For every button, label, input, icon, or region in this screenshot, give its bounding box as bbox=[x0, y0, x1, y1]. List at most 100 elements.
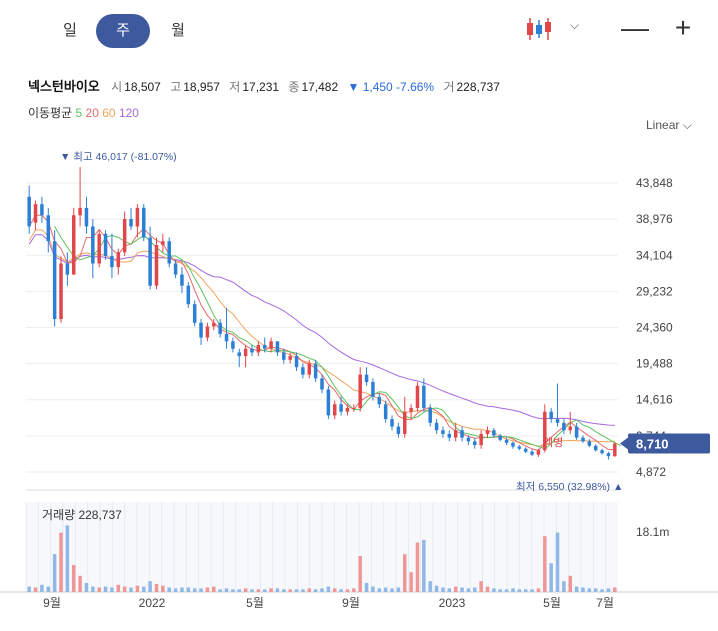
volume-bar bbox=[396, 587, 401, 592]
candlestick-icon[interactable] bbox=[524, 16, 554, 42]
volume-bar bbox=[447, 588, 452, 592]
zoom-out-button[interactable]: — bbox=[621, 12, 649, 43]
candle-body bbox=[262, 344, 267, 349]
candle-body bbox=[511, 442, 515, 447]
volume-bar bbox=[231, 589, 235, 592]
volume-bar bbox=[33, 587, 38, 592]
volume-bar bbox=[600, 589, 604, 592]
candle-body bbox=[543, 411, 547, 451]
volume-bar bbox=[59, 532, 63, 592]
ma-label: 이동평균 bbox=[28, 106, 73, 120]
volume-bar bbox=[422, 539, 426, 592]
candle-body bbox=[78, 207, 82, 216]
candle-body bbox=[574, 426, 579, 438]
volume-bar bbox=[606, 588, 611, 592]
candle-body bbox=[371, 382, 375, 397]
volume-bar bbox=[205, 587, 210, 592]
candle-body bbox=[243, 348, 248, 357]
candle-body bbox=[307, 363, 312, 375]
zoom-in-button[interactable]: + bbox=[674, 12, 692, 43]
candle-body bbox=[593, 445, 598, 451]
candle-body bbox=[186, 285, 191, 305]
volume-bar bbox=[199, 588, 203, 592]
candle-body bbox=[409, 407, 413, 412]
volume-bar bbox=[587, 588, 592, 592]
candle-body bbox=[523, 448, 528, 452]
chevron-down-icon[interactable]: ⌵ bbox=[570, 18, 580, 32]
volume-bar bbox=[498, 589, 502, 592]
candle-body bbox=[498, 435, 502, 440]
volume-bar bbox=[332, 588, 337, 592]
quote-summary: 넥스턴바이오 시 18,507 고 18,957 저 17,231 종 17,482 ▼… bbox=[28, 76, 506, 95]
candle-body bbox=[135, 207, 140, 227]
x-tick-label: 5월 bbox=[246, 596, 264, 610]
tab-week[interactable]: 주 bbox=[96, 14, 150, 48]
low-value: 17,231 bbox=[242, 80, 280, 94]
volume-bar bbox=[549, 563, 553, 592]
y-tick-label: 38,976 bbox=[636, 212, 673, 226]
x-tick-label: 2022 bbox=[139, 596, 166, 610]
volume-bar bbox=[562, 581, 566, 592]
candle-body bbox=[530, 451, 534, 455]
y-tick-label: 19,488 bbox=[636, 357, 673, 371]
ma20-label: 20 bbox=[85, 106, 99, 120]
tab-month[interactable]: 월 bbox=[171, 22, 185, 39]
candle-body bbox=[422, 385, 426, 408]
candle-body bbox=[377, 396, 382, 405]
y-tick-label: 43,848 bbox=[636, 176, 673, 190]
candle-body bbox=[52, 241, 57, 320]
y-tick-label: 34,104 bbox=[636, 248, 673, 262]
volume-bar bbox=[511, 588, 515, 592]
candle-body bbox=[294, 356, 299, 368]
candle-body bbox=[606, 453, 611, 457]
close-label: 종 bbox=[288, 80, 300, 94]
candle-body bbox=[275, 341, 280, 353]
volume-tick-label: 18.1m bbox=[636, 525, 669, 539]
candle-body bbox=[180, 274, 184, 286]
volume-bar bbox=[46, 586, 51, 592]
current-price-pointer bbox=[620, 437, 628, 450]
candle-body bbox=[84, 207, 89, 227]
candle-body bbox=[142, 207, 146, 238]
volume-bar bbox=[326, 586, 331, 592]
volume-bar bbox=[71, 565, 76, 592]
ma20-line bbox=[28, 214, 615, 451]
volume-bar bbox=[307, 588, 312, 592]
candle-body bbox=[320, 378, 324, 390]
volume-bar bbox=[103, 586, 108, 592]
candle-body bbox=[492, 430, 496, 436]
candle-body bbox=[199, 322, 203, 338]
volume-bar bbox=[523, 589, 528, 592]
candle-body bbox=[40, 204, 44, 216]
candle-body bbox=[613, 443, 617, 457]
volume-bar bbox=[479, 581, 483, 592]
candle-body bbox=[154, 244, 159, 286]
scale-dropdown[interactable]: Linear ⌵ bbox=[646, 118, 692, 132]
candle-body bbox=[441, 430, 445, 434]
moving-average-legend: 이동평균 5 20 60 120 bbox=[28, 104, 139, 121]
high-label: 고 bbox=[170, 80, 182, 94]
volume-bar bbox=[192, 588, 197, 592]
volume-bar bbox=[40, 584, 44, 592]
volume-bar bbox=[492, 588, 496, 592]
candle-body bbox=[116, 252, 121, 268]
x-tick-label: 2023 bbox=[439, 596, 466, 610]
volume-bar bbox=[218, 589, 222, 592]
volume-bar bbox=[390, 588, 394, 592]
x-tick-label: 7월 bbox=[596, 596, 614, 610]
volume-bar bbox=[517, 589, 522, 592]
ma120-label: 120 bbox=[118, 106, 139, 120]
open-value: 18,507 bbox=[124, 80, 161, 94]
volume-bar bbox=[148, 581, 152, 592]
candle-body bbox=[205, 326, 210, 338]
candle-body bbox=[91, 226, 95, 264]
candle-body bbox=[332, 404, 337, 416]
volume-bar bbox=[116, 584, 121, 592]
tab-day[interactable]: 일 bbox=[63, 22, 77, 39]
candle-body bbox=[396, 426, 401, 434]
candle-body bbox=[536, 450, 541, 455]
volume-bar bbox=[358, 556, 362, 592]
candle-body bbox=[460, 430, 464, 438]
candle-body bbox=[473, 441, 477, 446]
